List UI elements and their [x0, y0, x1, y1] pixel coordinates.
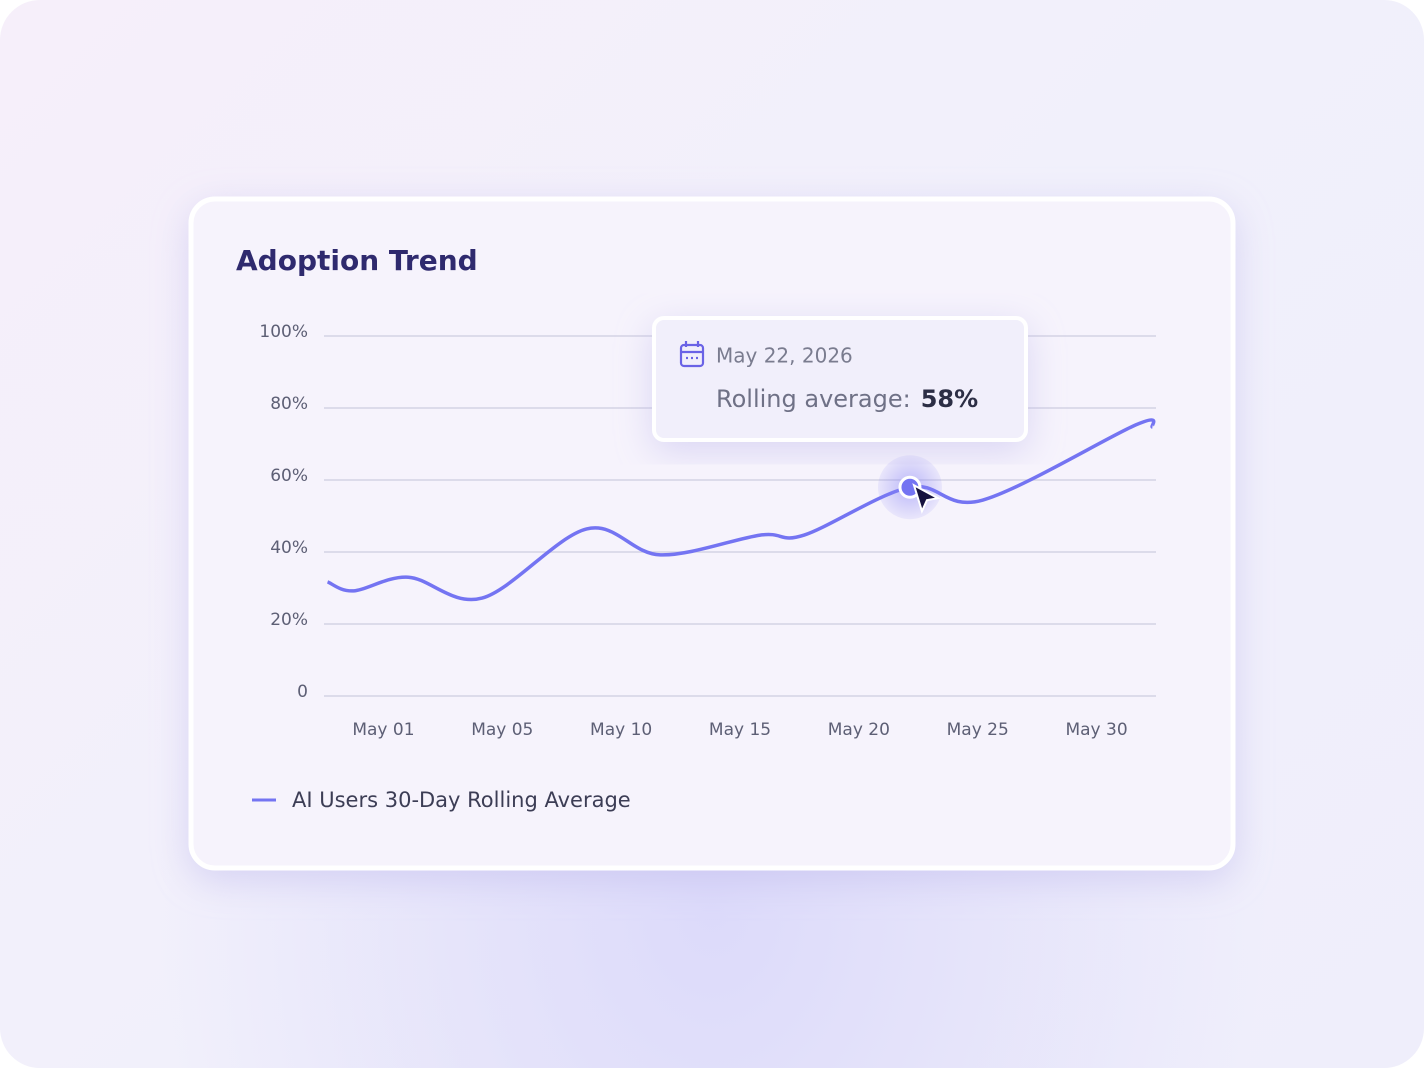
x-tick-label: May 10: [590, 720, 652, 740]
line: [326, 418, 1156, 602]
chart-title: Adoption Trend: [236, 244, 478, 277]
tooltip-label: Rolling average:: [716, 385, 911, 413]
tooltip: May 22, 2026 Rolling average: 58%: [652, 316, 1028, 442]
y-tick-label: 0: [297, 682, 308, 702]
card: [188, 196, 1236, 871]
tooltip-box: [652, 316, 1028, 442]
y-tick-label: 40%: [270, 538, 308, 558]
x-tick-label: May 20: [828, 720, 890, 740]
legend-label: AI Users 30-Day Rolling Average: [292, 788, 631, 812]
x-tick-label: May 01: [352, 720, 414, 740]
x-tick-label: May 30: [1065, 720, 1127, 740]
y-tick-label: 100%: [259, 322, 308, 342]
tooltip-value: 58%: [921, 385, 978, 413]
x-tick-label: May 05: [471, 720, 533, 740]
y-tick-label: 60%: [270, 466, 308, 486]
calendar-icon: [679, 341, 705, 368]
y-tick-label: 20%: [270, 610, 308, 630]
y-tick-label: 80%: [270, 394, 308, 414]
x-tick-label: May 15: [709, 720, 771, 740]
x-tick-label: May 25: [947, 720, 1009, 740]
tooltip-date: May 22, 2026: [716, 344, 853, 368]
cursor: [912, 483, 941, 515]
hover-point: [898, 475, 922, 499]
